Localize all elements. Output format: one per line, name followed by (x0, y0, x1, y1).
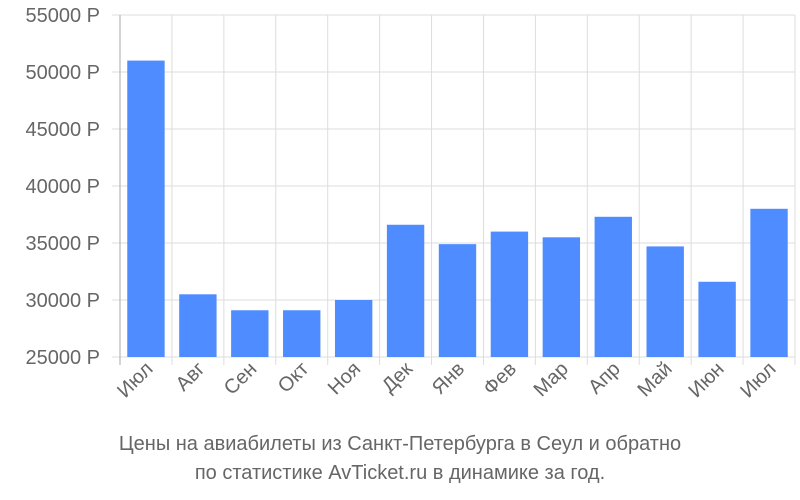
x-tick-label: Май (633, 358, 676, 401)
x-tick-label: Окт (274, 358, 313, 397)
x-tick-label: Фев (479, 358, 521, 400)
bar-4 (334, 300, 373, 357)
y-tick-label: 50000 Р (25, 62, 100, 84)
y-tick-label: 30000 Р (25, 290, 100, 312)
bar-9 (594, 216, 632, 357)
bar-0 (127, 60, 165, 357)
chart-caption-line-2: по статистике AvTicket.ru в динамике за … (194, 462, 606, 484)
bar-chart: 25000 Р 30000 Р 35000 Р 40000 Р 45000 Р 50000… (25, 5, 796, 402)
x-tick-label: Сен (220, 358, 261, 399)
bar-12 (750, 208, 788, 357)
chart-caption-line-1: Цены на авиабилеты из Санкт-Петербурга в… (118, 433, 682, 455)
bar-7 (490, 231, 529, 357)
x-tick-label: Ноя (324, 358, 365, 399)
y-tick-label: 45000 Р (25, 119, 100, 141)
x-tick-label: Дек (378, 358, 417, 397)
grid-lines (112, 14, 796, 365)
x-tick-label: Апр (584, 358, 625, 399)
x-tick-label: Мар (530, 358, 573, 401)
bars (127, 60, 788, 357)
y-axis-tick-labels: 25000 Р 30000 Р 35000 Р 40000 Р 45000 Р 50000… (25, 5, 100, 369)
y-tick-label: 55000 Р (25, 5, 100, 27)
bar-1 (179, 294, 217, 357)
bar-10 (646, 246, 684, 357)
y-tick-label: 35000 Р (25, 233, 100, 255)
bar-11 (698, 281, 736, 357)
x-tick-label: Янв (428, 358, 469, 399)
y-tick-label: 40000 Р (25, 176, 100, 198)
x-tick-label: Авг (172, 358, 210, 396)
bar-5 (386, 224, 425, 357)
bar-8 (542, 237, 581, 357)
x-axis-tick-labels: Июл Авг Сен Окт Ноя Дек Янв Фев Мар Апр Май Июн Июл (113, 358, 780, 402)
bar-6 (438, 244, 477, 357)
bar-3 (283, 310, 321, 357)
y-tick-label: 25000 Р (25, 347, 100, 369)
bar-2 (231, 310, 269, 357)
